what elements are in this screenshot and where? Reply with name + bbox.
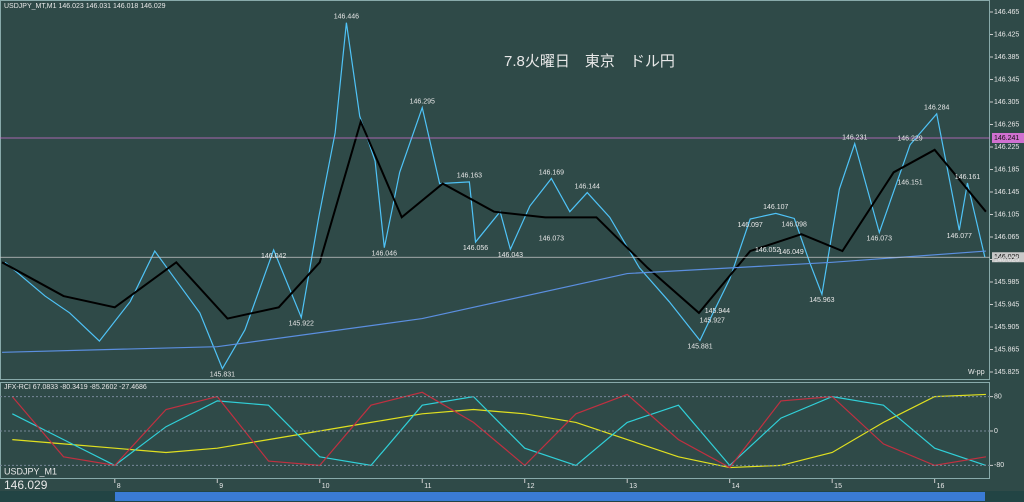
- x-tick-label: 8: [117, 483, 121, 490]
- series-line: [4, 22, 986, 370]
- price-label: 146.049: [779, 249, 804, 256]
- series-line: [12, 395, 987, 467]
- x-tick-label: 16: [937, 483, 945, 490]
- price-label: 146.056: [463, 245, 488, 252]
- price-label: 145.944: [705, 308, 730, 315]
- price-label: 146.052: [755, 247, 780, 254]
- y-tick-label: 145.865: [994, 346, 1019, 353]
- price-label: 145.927: [700, 317, 725, 324]
- price-label: 145.881: [687, 343, 712, 350]
- price-label: 146.042: [261, 253, 286, 260]
- y-tick-label: 145.825: [994, 369, 1019, 376]
- level-label: 146.029: [994, 254, 1019, 261]
- price-label: 146.107: [763, 204, 788, 211]
- price-label: 146.144: [575, 183, 600, 190]
- y-tick-label: 145.945: [994, 301, 1019, 308]
- price-label: 146.098: [782, 221, 807, 228]
- y-tick-label: 146.065: [994, 234, 1019, 241]
- x-tick-label: 11: [424, 483, 431, 490]
- price-label: 146.077: [947, 233, 972, 240]
- x-tick-label: 15: [834, 483, 842, 490]
- y-tick-label: 0: [994, 428, 998, 435]
- series-line: [1, 118, 987, 320]
- level-box: [992, 133, 1024, 143]
- x-tick-label: 13: [629, 483, 637, 490]
- y-tick-label: 146.425: [994, 31, 1019, 38]
- price-label: 146.097: [738, 222, 763, 229]
- symbol: USDJPY_M1: [4, 466, 57, 476]
- x-tick-label: 12: [527, 483, 535, 490]
- price-label: 146.231: [842, 134, 867, 141]
- series-line: [2, 250, 986, 353]
- y-tick-label: 145.985: [994, 279, 1019, 286]
- y-tick-label: 146.105: [994, 211, 1019, 218]
- y-tick-label: 146.025: [994, 256, 1019, 263]
- chart-title: 7.8火曜日 東京 ドル円: [504, 53, 675, 70]
- y-tick-label: -80: [994, 462, 1004, 469]
- x-tick-label: 9: [219, 483, 223, 490]
- price-label: 145.922: [289, 320, 314, 327]
- price-label: 146.229: [897, 136, 922, 143]
- chart-header: USDJPY_MT,M1 146.023 146.031 146.018 146…: [4, 3, 166, 10]
- level-label: 146.241: [994, 135, 1019, 142]
- price-label: 146.046: [372, 251, 397, 258]
- y-tick-label: 146.145: [994, 189, 1019, 196]
- series-line: [11, 391, 987, 469]
- osc-header: JFX-RCI 67.0833 -80.3419 -85.2602 -27.46…: [4, 384, 147, 391]
- y-tick-label: 146.385: [994, 54, 1019, 61]
- price-label: 146.151: [897, 179, 922, 186]
- price-label: 146.161: [955, 174, 980, 181]
- price-label: 146.169: [539, 169, 564, 176]
- y-tick-label: 146.225: [994, 144, 1019, 151]
- y-tick-label: 146.465: [994, 9, 1019, 16]
- price-label: 145.963: [809, 297, 834, 304]
- price-label: 146.295: [410, 98, 435, 105]
- annotation: W-pp: [968, 369, 985, 376]
- main-frame: [0, 0, 990, 380]
- series-line: [12, 393, 986, 469]
- scrollbar[interactable]: [115, 492, 985, 501]
- y-tick-label: 146.185: [994, 166, 1019, 173]
- y-tick-label: 146.265: [994, 121, 1019, 128]
- price-label: 146.446: [334, 14, 359, 21]
- price-label: 146.163: [457, 173, 482, 180]
- price-label: 145.831: [210, 371, 235, 378]
- current-price: 146.029: [4, 478, 48, 492]
- price-label: 146.043: [498, 252, 523, 259]
- y-tick-label: 146.345: [994, 76, 1019, 83]
- y-tick-label: 146.305: [994, 99, 1019, 106]
- price-label: 146.073: [867, 235, 892, 242]
- x-tick-label: 14: [732, 483, 740, 490]
- y-tick-label: 145.905: [994, 324, 1019, 331]
- y-tick-label: 80: [994, 393, 1002, 400]
- level-box: [992, 252, 1024, 263]
- x-tick-label: 10: [322, 483, 330, 490]
- price-label: 146.284: [924, 105, 949, 112]
- price-label: 146.073: [539, 235, 564, 242]
